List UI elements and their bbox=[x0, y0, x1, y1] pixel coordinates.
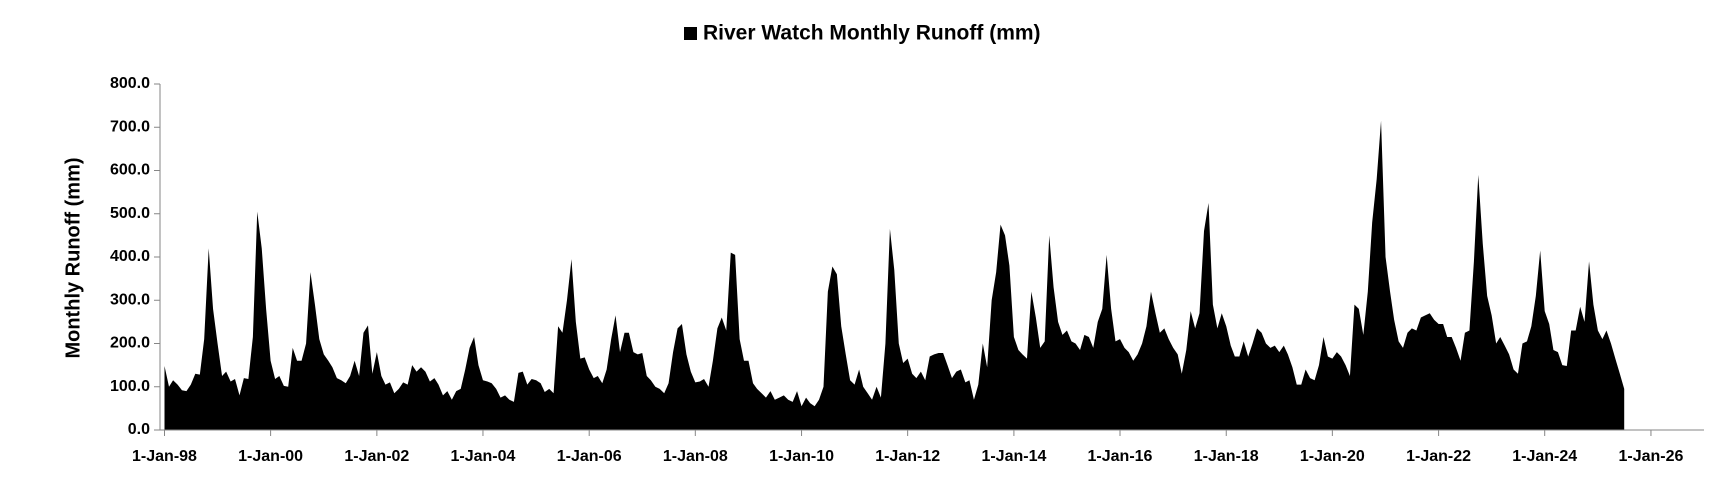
y-tick-label: 200.0 bbox=[110, 335, 150, 352]
x-tick-label: 1-Jan-00 bbox=[238, 448, 303, 465]
x-tick-label: 1-Jan-22 bbox=[1406, 448, 1471, 465]
y-tick-label: 500.0 bbox=[110, 205, 150, 222]
x-tick-label: 1-Jan-18 bbox=[1194, 448, 1259, 465]
x-tick-label: 1-Jan-20 bbox=[1300, 448, 1365, 465]
y-axis-label: Monthly Runoff (mm) bbox=[62, 157, 84, 358]
y-tick-label: 300.0 bbox=[110, 291, 150, 308]
x-tick-label: 1-Jan-08 bbox=[663, 448, 728, 465]
y-tick-label: 0.0 bbox=[128, 421, 150, 438]
area bbox=[164, 120, 1625, 430]
y-tick-label: 400.0 bbox=[110, 248, 150, 265]
x-tick-label: 1-Jan-98 bbox=[132, 448, 197, 465]
y-tick-label: 600.0 bbox=[110, 162, 150, 179]
x-tick-label: 1-Jan-14 bbox=[981, 448, 1046, 465]
legend-swatch bbox=[684, 27, 697, 40]
x-tick-label: 1-Jan-12 bbox=[875, 448, 940, 465]
legend-label: River Watch Monthly Runoff (mm) bbox=[703, 22, 1041, 45]
x-tick-label: 1-Jan-02 bbox=[344, 448, 409, 465]
x-tick-label: 1-Jan-04 bbox=[450, 448, 515, 465]
y-tick-label: 800.0 bbox=[110, 75, 150, 92]
x-tick-label: 1-Jan-16 bbox=[1088, 448, 1153, 465]
x-tick-label: 1-Jan-26 bbox=[1618, 448, 1683, 465]
x-tick-label: 1-Jan-24 bbox=[1512, 448, 1577, 465]
y-tick-label: 100.0 bbox=[110, 378, 150, 395]
x-tick-label: 1-Jan-10 bbox=[769, 448, 834, 465]
x-tick-label: 1-Jan-06 bbox=[557, 448, 622, 465]
y-tick-label: 700.0 bbox=[110, 118, 150, 135]
